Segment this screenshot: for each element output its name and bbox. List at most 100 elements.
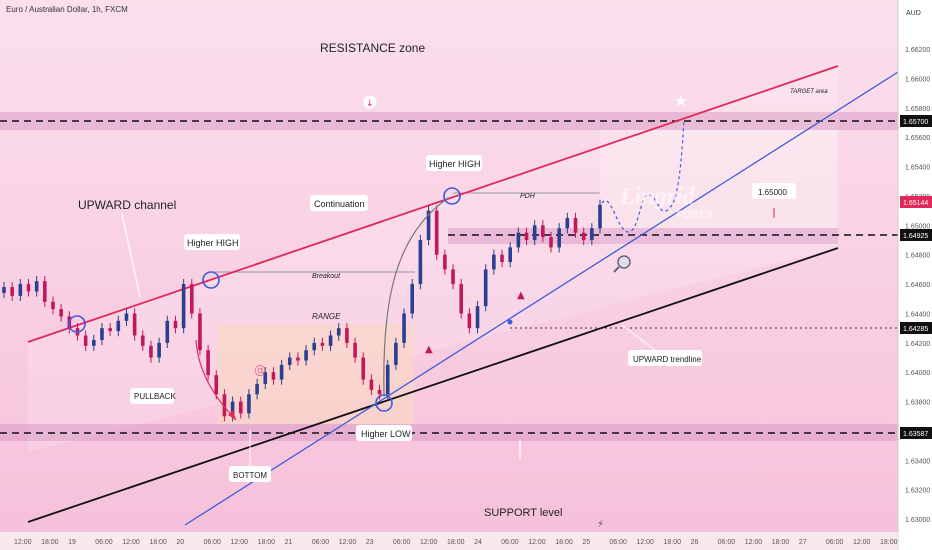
candle [524,232,529,241]
channel-lower-line [27,247,839,523]
channel-upper-line [27,65,839,343]
time-tick-label: 18:00 [447,539,465,546]
marker-higher-high-2 [443,187,461,205]
candle [18,284,23,296]
continuation-arrow [383,197,449,396]
candle [361,357,366,380]
pullback-box [130,388,174,404]
upward-channel-label: UPWARD channel [78,198,176,212]
candle [581,232,586,241]
candle [263,372,268,384]
candle [124,313,129,321]
time-tick-label: 18:00 [772,539,790,546]
badge-current: 1.65144 [903,200,928,207]
candle [541,225,545,238]
upward-trendline [184,71,899,526]
header-symbol: Euro / Australian Dollar, 1h, FXCM [6,5,128,14]
time-tick-label: 12:00 [420,539,438,546]
candle [132,313,137,336]
candle [2,287,6,293]
time-tick-label: 18:00 [41,539,59,546]
candle [516,232,521,248]
time-tick-label: 18:00 [880,539,898,546]
badge-resistance-bg [900,115,932,127]
time-tick-label: 20 [176,539,184,546]
candle [320,342,325,346]
candle [451,269,455,285]
candle [426,210,431,241]
time-tick-label: 12:00 [636,539,654,546]
pullback-arrowhead [228,410,236,420]
time-tick-label: 12:00 [853,539,871,546]
candle [402,313,406,343]
candle [353,342,357,358]
time-tick-label: 18:00 [664,539,682,546]
candle [100,328,104,340]
marker-higher-high-1 [202,271,220,289]
candle [271,372,276,380]
lightning-icon: ⚡ [597,519,604,530]
time-tick-label: 12:00 [745,539,763,546]
magnifier-icon [617,255,631,269]
candle [83,335,88,346]
candle [532,225,537,241]
down-arrow-glyph: ↓ [366,99,374,109]
time-tick-label: 12:00 [231,539,249,546]
candle [492,254,496,270]
marker-higher-low [375,394,393,412]
upward-trendline-label: UPWARD trendline [633,355,702,364]
time-tick-label: 06:00 [203,539,221,546]
trendline-touch-dot [507,319,513,325]
time-tick-label: 06:00 [312,539,330,546]
time-tick-label: 12:00 [14,539,32,546]
price-tick-label: 1.65000 [905,223,930,230]
price-tick-label: 1.64600 [905,282,930,289]
higher-high-1-box [184,234,240,250]
time-tick-label: 24 [474,539,482,546]
marker-channel-start [68,315,86,333]
price-tick-label: 1.65400 [905,165,930,172]
currency-label: AUD [906,10,921,17]
badge-support: 1.63587 [903,431,928,438]
breakout-label: Breakout [312,273,341,280]
target-price-box [752,183,796,199]
target-price-label: 1.65000 [758,188,787,197]
badge-current-bg [900,196,932,208]
price-tick-label: 1.64000 [905,370,930,377]
candle [51,301,55,310]
candle [206,350,210,376]
continuation-box [310,195,368,211]
time-axis-bg[interactable] [0,532,898,550]
price-tick-label: 1.63400 [905,458,930,465]
candle [149,345,153,358]
rocket-icon-1: ▲ [425,344,433,355]
bottom-label: BOTTOM [233,471,267,480]
higher-low-label: Higher LOW [361,429,411,439]
candle [296,357,300,361]
projection-box [600,130,837,245]
candle [140,335,145,346]
candle [369,379,374,390]
price-axis-bg[interactable] [898,0,932,550]
pullback-label: PULLBACK [134,392,176,401]
higher-high-2-label: Higher HIGH [429,159,481,169]
candle [238,401,243,414]
time-tick-label: 06:00 [95,539,113,546]
candle [92,339,96,346]
time-tick-label: 06:00 [393,539,411,546]
rocket-icon-2: ▲ [517,290,525,301]
candle [247,394,251,414]
badge-pdh-bg [900,229,932,241]
time-ticks: 12:00 18:00 19 06:00 12:00 18:00 20 06:00 12:00 1… [14,539,898,546]
candle [467,313,472,329]
candle [279,364,284,380]
snail-icon: @ [254,363,266,377]
target-area-label: TARGET area [790,89,828,95]
magnifier-handle [613,266,620,273]
continuation-label: Continuation [314,199,365,209]
candle [34,281,39,292]
time-tick-label: 23 [366,539,374,546]
watermark-main: Lingrid [619,184,696,210]
price-tick-label: 1.63000 [905,517,930,524]
